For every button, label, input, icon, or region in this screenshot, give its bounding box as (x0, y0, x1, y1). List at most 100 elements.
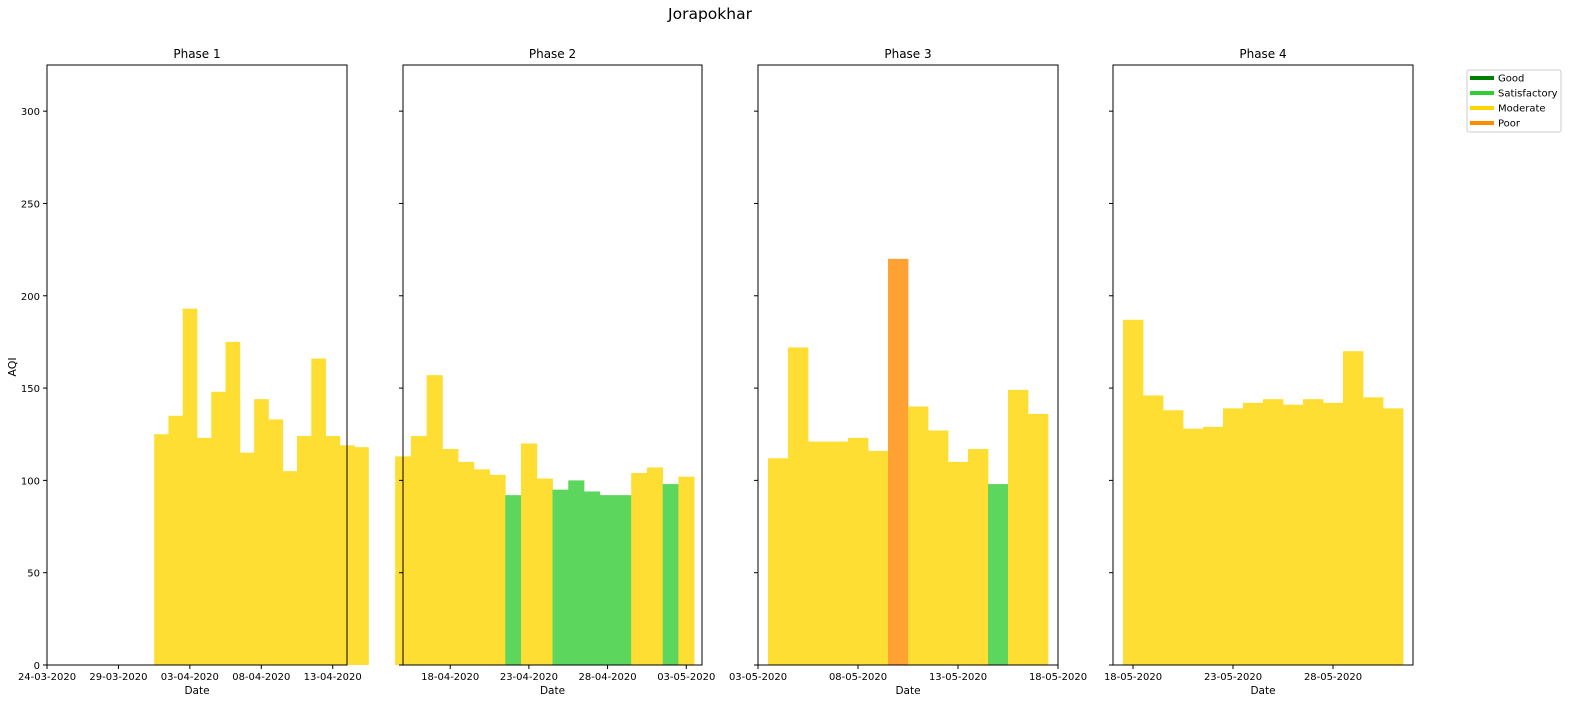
aqi-bar (1028, 413, 1049, 665)
y-tick-label: 100 (21, 476, 40, 487)
y-axis-label: AQI (6, 357, 19, 376)
legend-label: Good (1498, 74, 1524, 85)
figure-title: Jorapokhar (667, 5, 753, 23)
aqi-bar (848, 437, 869, 665)
legend-frame (1466, 69, 1562, 133)
aqi-bar (615, 495, 632, 665)
aqi-bar (282, 471, 298, 665)
aqi-bar (1303, 399, 1324, 665)
legend-label: Moderate (1498, 104, 1546, 115)
x-tick-label: 18-05-2020 (1104, 672, 1162, 683)
x-tick-label: 18-04-2020 (421, 672, 479, 683)
aqi-bar (868, 450, 889, 665)
x-tick-label: 08-04-2020 (232, 672, 290, 683)
y-tick-label: 250 (21, 199, 40, 210)
x-tick-label: 08-05-2020 (829, 672, 887, 683)
phase-panel: 0 50 100 150 200 250 300 24-03-2020 29-03-2020 03… (18, 47, 369, 697)
aqi-bar (988, 484, 1009, 665)
x-tick-label: 18-05-2020 (1029, 672, 1087, 683)
phase-panel: 03-05-2020 08-05-2020 13-05-2020 18-05-2020… (729, 47, 1087, 697)
aqi-bar (297, 436, 312, 665)
x-axis-label: Date (1250, 685, 1275, 697)
x-tick-label: 29-03-2020 (89, 672, 147, 683)
aqi-bar (948, 461, 969, 665)
aqi-bar (552, 489, 569, 665)
axes-frame (1112, 64, 1414, 666)
aqi-bar (182, 308, 198, 665)
aqi-bar (489, 474, 506, 665)
aqi-bar (568, 480, 585, 665)
aqi-bar (254, 399, 269, 665)
legend-label: Satisfactory (1498, 89, 1558, 100)
aqi-bar (1383, 408, 1404, 665)
aqi-bar (1008, 389, 1029, 665)
legend-label: Poor (1498, 119, 1521, 130)
x-tick-label: 23-05-2020 (1204, 672, 1262, 683)
aqi-bar (239, 452, 255, 665)
aqi-bar (888, 258, 909, 665)
aqi-bar (1183, 428, 1204, 665)
x-axis-label: Date (895, 685, 920, 697)
phase-title: Phase 3 (884, 47, 931, 61)
aqi-bar (583, 491, 601, 665)
x-axis-label: Date (540, 685, 565, 697)
aqi-bar (410, 436, 428, 665)
aqi-bar (154, 434, 169, 665)
aqi-bar (1363, 397, 1384, 665)
aqi-bar (536, 478, 553, 665)
aqi-bar (505, 495, 522, 665)
legend: Good Satisfactory Moderate Poor (1466, 69, 1562, 133)
aqi-bar (1283, 404, 1304, 665)
aqi-bar (168, 415, 184, 665)
x-tick-label: 24-03-2020 (18, 672, 76, 683)
aqi-bar (197, 437, 212, 665)
aqi-bar (788, 347, 809, 665)
aqi-bar (354, 447, 369, 665)
y-tick-label: 50 (27, 569, 40, 580)
aqi-bar (631, 473, 648, 665)
aqi-bar (928, 430, 949, 665)
aqi-bar (828, 441, 849, 665)
x-tick-label: 28-05-2020 (1304, 672, 1362, 683)
aqi-bar (908, 406, 929, 665)
aqi-bar (1223, 408, 1244, 665)
aqi-bar (646, 467, 664, 665)
x-axis-label: Date (184, 685, 209, 697)
aqi-bar (1163, 410, 1184, 665)
aqi-bar (678, 476, 695, 665)
aqi-bar (662, 484, 679, 665)
aqi-bar (442, 449, 459, 665)
aqi-bar (1203, 426, 1224, 665)
aqi-bar (808, 441, 829, 665)
aqi-bar (458, 461, 475, 665)
aqi-bar (268, 419, 284, 665)
axes-frame (757, 64, 1059, 666)
phase-panel: 18-04-2020 23-04-2020 28-04-2020 03-05-2020… (395, 47, 715, 697)
y-tick-label: 200 (21, 292, 40, 303)
x-tick-label: 03-05-2020 (657, 672, 715, 683)
aqi-bar (599, 495, 616, 665)
y-tick-label: 300 (21, 107, 40, 118)
aqi-bar (1263, 399, 1284, 665)
x-tick-label: 28-04-2020 (579, 672, 637, 683)
phase-title: Phase 1 (173, 47, 220, 61)
x-tick-label: 23-04-2020 (500, 672, 558, 683)
aqi-bar (1143, 395, 1164, 665)
y-tick-label: 150 (21, 384, 40, 395)
aqi-bar (1343, 351, 1364, 665)
x-tick-label: 13-05-2020 (929, 672, 987, 683)
aqi-bar (1123, 319, 1144, 665)
aqi-bar (473, 469, 490, 665)
x-tick-label: 13-04-2020 (304, 672, 362, 683)
aqi-bar (311, 358, 326, 665)
phase-panel: 18-05-2020 23-05-2020 28-05-2020 Phase 4 Dat… (1104, 47, 1414, 697)
aqi-bar (325, 436, 341, 665)
aqi-bar (968, 449, 989, 665)
y-tick-label: 0 (34, 661, 40, 672)
aqi-bar (521, 443, 538, 665)
phase-title: Phase 4 (1239, 47, 1286, 61)
axes-frame (402, 64, 703, 666)
axes-frame (46, 64, 348, 666)
x-tick-label: 03-04-2020 (161, 672, 219, 683)
